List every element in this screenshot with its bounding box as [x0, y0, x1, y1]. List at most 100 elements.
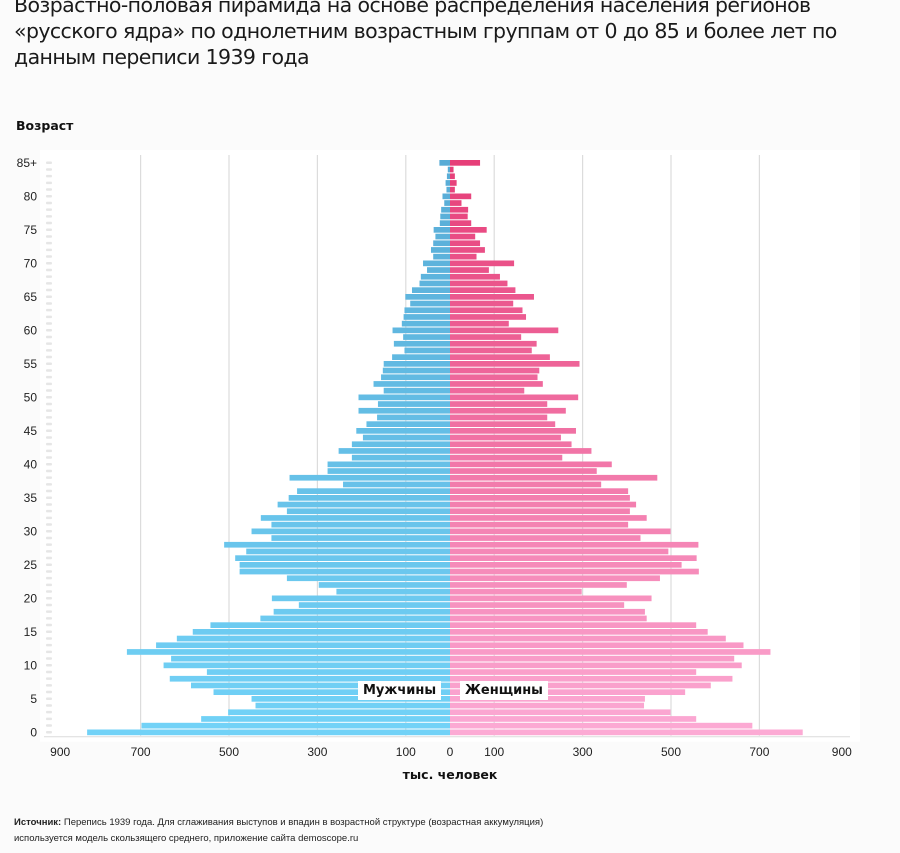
female-bar-age-77 [450, 213, 468, 220]
age-row-marker [46, 201, 52, 205]
age-row-marker [46, 650, 52, 654]
female-bar-age-73 [450, 240, 481, 247]
female-bar-age-74 [450, 233, 476, 240]
female-bar-age-54 [450, 367, 540, 374]
age-row-marker [46, 570, 52, 573]
female-bar-age-9 [450, 669, 697, 675]
female-bar-age-75 [450, 227, 487, 233]
male-bar-age-67 [419, 280, 450, 287]
male-bar-age-14 [176, 635, 450, 642]
age-row-marker [46, 476, 52, 479]
age-row-marker [46, 630, 52, 633]
y-axis-label: Возраст [16, 118, 74, 133]
male-bar-age-8 [169, 675, 450, 682]
female-bar-age-14 [450, 635, 726, 642]
age-row-marker [46, 308, 52, 312]
age-row-marker [46, 657, 52, 660]
female-bar-age-32 [450, 515, 647, 521]
y-tick-label: 0 [30, 725, 37, 739]
male-bar-age-26 [235, 555, 450, 561]
male-bar-age-69 [427, 267, 450, 273]
age-row-marker [46, 268, 52, 272]
female-bar-age-79 [450, 200, 462, 206]
age-row-marker [46, 637, 52, 640]
male-bar-age-73 [433, 240, 450, 247]
male-bar-age-25 [239, 562, 450, 568]
x-tick-label: 100 [396, 745, 416, 759]
female-bar-age-85 [450, 160, 481, 166]
male-bar-age-75 [433, 227, 450, 233]
female-bar-age-64 [450, 300, 514, 307]
male-bar-age-82 [445, 180, 450, 186]
male-bar-age-48 [358, 407, 450, 414]
age-row-marker [46, 315, 52, 319]
age-row-marker [46, 463, 52, 466]
female-bar-age-55 [450, 361, 580, 367]
male-bar-age-2 [201, 716, 450, 722]
female-bar-age-49 [450, 401, 548, 407]
age-row-marker [46, 556, 52, 560]
age-row-marker [46, 262, 52, 265]
chart-title: Возрастно-половая пирамида на основе рас… [14, 0, 837, 69]
female-bar-age-2 [450, 716, 697, 722]
female-bar-age-1 [450, 722, 753, 729]
male-bar-age-39 [327, 468, 450, 474]
male-bar-age-24 [239, 568, 450, 575]
age-row-marker [46, 576, 52, 580]
age-row-marker [46, 195, 52, 198]
age-row-marker [46, 523, 52, 526]
male-bar-age-36 [297, 488, 450, 494]
female-bar-age-34 [450, 501, 637, 508]
age-row-marker [46, 161, 52, 164]
female-bar-age-63 [450, 307, 523, 314]
male-bar-age-0 [87, 729, 451, 736]
age-row-marker [46, 322, 52, 325]
y-tick-label: 10 [24, 658, 38, 672]
female-bar-age-6 [450, 689, 686, 695]
x-tick-label: 700 [749, 745, 769, 759]
male-bar-age-29 [271, 535, 450, 541]
female-bar-age-61 [450, 320, 509, 327]
female-bar-age-67 [450, 280, 508, 287]
male-bar-age-70 [423, 260, 450, 267]
age-row-marker [46, 543, 52, 546]
age-row-marker [46, 255, 52, 258]
age-row-marker [46, 496, 52, 499]
y-tick-label: 15 [24, 625, 38, 639]
age-row-marker [46, 617, 52, 620]
male-bar-age-38 [289, 474, 450, 481]
male-bar-age-54 [382, 367, 450, 374]
female-bar-age-39 [450, 468, 597, 474]
male-bar-age-42 [338, 448, 450, 454]
male-bar-age-7 [190, 682, 450, 689]
age-row-marker [46, 429, 52, 432]
male-bar-age-35 [288, 495, 450, 501]
male-bar-age-84 [447, 166, 450, 173]
age-row-marker [46, 402, 52, 406]
age-row-marker [46, 382, 52, 386]
female-bar-age-78 [450, 206, 469, 213]
female-bar-age-56 [450, 354, 550, 360]
male-bar-age-83 [446, 173, 450, 180]
female-bar-age-50 [450, 394, 579, 401]
female-bar-age-81 [450, 186, 455, 193]
male-bar-age-23 [286, 575, 450, 582]
legend-men: Мужчины [358, 681, 442, 700]
population-pyramid-chart: 0 5 10 15 20 25 30 35 40 45 50 55 60 65 70 75 80 85+ 900 7… [16, 155, 853, 759]
male-bar-age-59 [403, 334, 450, 340]
male-bar-age-61 [401, 320, 450, 327]
female-bar-age-13 [450, 642, 744, 649]
age-row-marker [46, 670, 52, 674]
female-bar-age-76 [450, 220, 472, 226]
male-bar-age-56 [392, 354, 450, 360]
male-bar-age-78 [441, 206, 450, 213]
female-bar-age-46 [450, 421, 556, 427]
male-bar-age-16 [210, 622, 450, 628]
female-bar-age-51 [450, 387, 525, 394]
female-bar-age-72 [450, 247, 485, 253]
female-bar-age-35 [450, 495, 630, 501]
y-tick-label: 25 [24, 558, 38, 572]
x-axis-label: тыс. человек [402, 767, 498, 782]
age-row-marker [46, 590, 52, 593]
female-bar-age-69 [450, 267, 489, 273]
